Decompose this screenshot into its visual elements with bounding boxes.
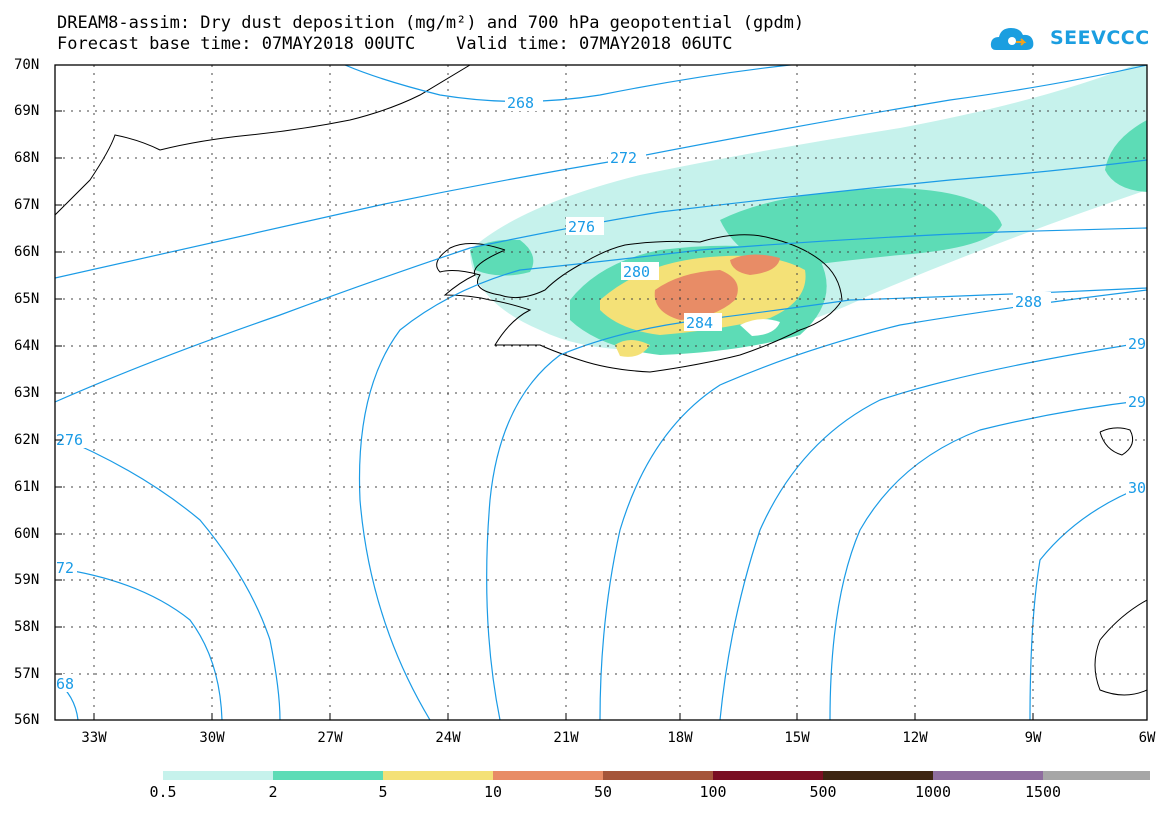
lon-label: 9W [1024,730,1042,746]
contour-292b [829,399,1147,720]
tick-marks [55,64,1034,720]
dust-mid-east [1105,120,1147,192]
contour-label: 280 [623,263,650,281]
contour-label: 30 [1128,479,1146,497]
contour-280 [358,227,1147,720]
colorbar [163,771,1150,780]
iceland-coast [436,234,843,373]
colorbar-swatch [273,771,383,780]
contour-label: 288 [1015,293,1042,311]
dust-orange [654,270,738,320]
lat-label: 66N [14,244,40,260]
lat-label: 60N [14,526,40,542]
lat-label: 65N [14,291,40,307]
coastlines [55,65,1147,696]
lat-label: 59N [14,572,40,588]
lat-label: 61N [14,479,40,495]
lat-label: 62N [14,432,40,448]
colorbar-swatch [383,771,493,780]
lon-label: 27W [317,730,343,746]
lat-label: 57N [14,666,40,682]
lat-label: 63N [14,385,40,401]
dust-orange-north [730,254,780,275]
contour-label: 68 [56,675,74,693]
colorbar-swatch [1043,771,1150,780]
lat-label: 68N [14,150,40,166]
colorbar-swatch [823,771,933,780]
lon-label: 15W [784,730,810,746]
colorbar-label: 0.5 [149,783,177,801]
lon-label: 6W [1138,730,1156,746]
dust-white [740,319,780,336]
lon-label: 24W [435,730,461,746]
colorbar-label: 10 [483,783,503,801]
contour-300 [1029,484,1147,720]
contour-272-west [55,567,223,720]
colorbar-swatch [933,771,1043,780]
lat-label: 56N [14,712,40,728]
contour-label: 284 [686,314,713,332]
lat-label: 70N [14,57,40,73]
dust-shading [470,65,1147,357]
lat-label: 69N [14,103,40,119]
colorbar-label: 100 [699,783,727,801]
colorbar-label: 1000 [914,783,952,801]
colorbar-swatch [163,771,273,780]
contour-292a [719,341,1147,720]
dust-yellow-south [615,340,650,357]
colorbar-label: 5 [378,783,388,801]
lon-label: 30W [199,730,225,746]
greenland-coast [55,65,471,216]
lat-label: 64N [14,338,40,354]
contour-268 [344,65,900,103]
contour-label: 272 [610,149,637,167]
lat-label: 58N [14,619,40,635]
lon-label: 21W [553,730,579,746]
colorbar-label: 500 [809,783,837,801]
dust-mid-westfjords [470,239,534,276]
colorbar-label: 1500 [1024,783,1062,801]
scotland-norway-coast [1094,599,1147,696]
lon-label: 33W [81,730,107,746]
colorbar-label: 50 [593,783,613,801]
logo-text: SEEVCCC [1050,27,1150,49]
dust-mid [720,188,1002,268]
contour-label: 29 [1128,335,1146,353]
contour-288 [599,289,1147,720]
colorbar-swatch [493,771,603,780]
lat-label: 67N [14,197,40,213]
lon-label: 12W [902,730,928,746]
contour-276-west [55,434,281,720]
map-title: DREAM8-assim: Dry dust deposition (mg/m²… [57,13,805,33]
contour-284 [486,287,1147,720]
colorbar-swatch [713,771,823,780]
contour-label: 276 [568,218,595,236]
cloud-icon [990,28,1034,50]
contour-label: 29 [1128,393,1146,411]
contour-label: 268 [507,94,534,112]
gridlines [55,65,1147,720]
contour-label: 276 [56,431,83,449]
map-subtitle: Forecast base time: 07MAY2018 00UTC Vali… [57,34,733,54]
colorbar-label: 2 [268,783,278,801]
contour-label: 72 [56,559,74,577]
colorbar-swatch [603,771,713,780]
lon-label: 18W [667,730,693,746]
faroes-coast [1099,427,1134,456]
